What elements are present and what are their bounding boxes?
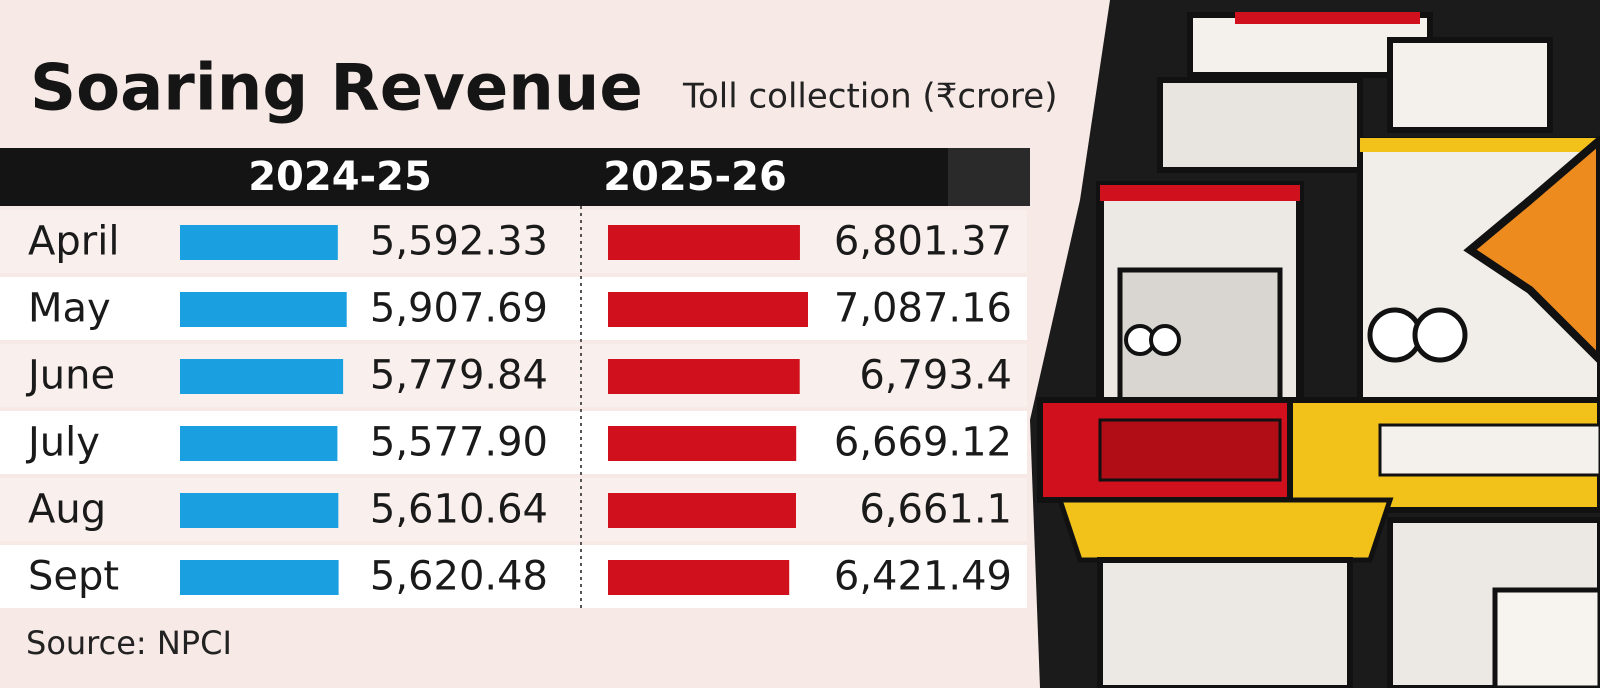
vehicle (1492, 587, 1600, 688)
row-background (0, 210, 1027, 273)
bar (180, 493, 339, 528)
row-background (0, 277, 1027, 340)
value-label: 5,592.33 (370, 219, 548, 265)
car-roof (1100, 185, 1300, 201)
row-background (0, 344, 1027, 407)
bar (180, 560, 339, 595)
eye (1412, 307, 1468, 363)
value-label: 6,801.37 (834, 219, 1012, 265)
bar (180, 426, 338, 461)
value-label: 5,779.84 (370, 353, 548, 399)
legend-entry: 2025-26 (603, 154, 787, 200)
windshield (1117, 267, 1283, 403)
legend-entry: 2024-25 (248, 154, 432, 200)
value-label: 5,907.69 (370, 286, 548, 332)
road-sign (1463, 134, 1600, 366)
vehicle (1097, 557, 1353, 688)
category-label: May (28, 286, 111, 332)
value-label: 6,661.1 (859, 487, 1012, 533)
eye (1149, 324, 1181, 356)
chart-title: Soaring Revenue (30, 52, 643, 126)
vehicle (1387, 37, 1553, 133)
bar (608, 493, 796, 528)
value-label: 5,610.64 (370, 487, 548, 533)
grille (1098, 418, 1282, 482)
category-label: July (25, 420, 100, 466)
value-label: 5,620.48 (370, 554, 548, 600)
bar (608, 292, 808, 327)
value-label: 6,793.4 (859, 353, 1012, 399)
source: Source: NPCI (26, 624, 232, 662)
row-background (0, 545, 1027, 608)
illustration (1030, 0, 1600, 688)
row-background (0, 411, 1027, 474)
value-label: 6,421.49 (834, 554, 1012, 600)
row-background (0, 478, 1027, 541)
bar (608, 426, 797, 461)
bar (608, 225, 800, 260)
value-label: 7,087.16 (834, 286, 1012, 332)
header-bar-end (948, 148, 1030, 206)
header-bar (0, 148, 1030, 206)
bar (180, 359, 344, 394)
truck-roof (1360, 138, 1600, 152)
category-label: June (25, 353, 115, 399)
bar (180, 225, 338, 260)
bumper (1056, 497, 1394, 563)
vehicle-roof (1235, 12, 1420, 24)
truck-grille (1378, 423, 1600, 477)
bar (180, 292, 347, 327)
category-label: Sept (28, 554, 119, 600)
bar (608, 359, 800, 394)
bar (608, 560, 790, 595)
vehicle (1157, 77, 1363, 173)
category-label: April (28, 219, 119, 265)
chart-subtitle: Toll collection (₹crore) (682, 77, 1057, 117)
category-label: Aug (28, 487, 106, 533)
value-label: 6,669.12 (834, 420, 1012, 466)
value-label: 5,577.90 (370, 420, 548, 466)
